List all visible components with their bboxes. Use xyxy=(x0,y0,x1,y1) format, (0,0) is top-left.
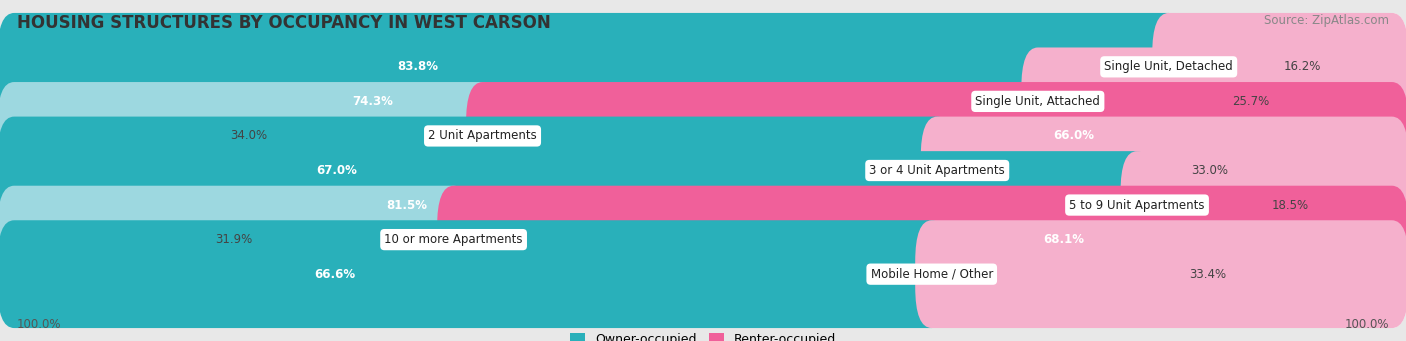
FancyBboxPatch shape xyxy=(0,47,1054,155)
Text: 18.5%: 18.5% xyxy=(1271,198,1309,211)
Text: 83.8%: 83.8% xyxy=(398,60,439,73)
FancyBboxPatch shape xyxy=(921,117,1406,224)
Text: 67.0%: 67.0% xyxy=(316,164,357,177)
Text: 3 or 4 Unit Apartments: 3 or 4 Unit Apartments xyxy=(869,164,1005,177)
Text: 81.5%: 81.5% xyxy=(387,198,427,211)
FancyBboxPatch shape xyxy=(0,151,1406,259)
Text: 5 to 9 Unit Apartments: 5 to 9 Unit Apartments xyxy=(1070,198,1205,211)
Text: 10 or more Apartments: 10 or more Apartments xyxy=(384,233,523,246)
FancyBboxPatch shape xyxy=(1152,13,1406,121)
Text: 16.2%: 16.2% xyxy=(1284,60,1322,73)
FancyBboxPatch shape xyxy=(1021,47,1406,155)
Text: 31.9%: 31.9% xyxy=(215,233,253,246)
Text: 74.3%: 74.3% xyxy=(352,95,392,108)
FancyBboxPatch shape xyxy=(0,220,1406,328)
FancyBboxPatch shape xyxy=(0,186,1406,294)
Text: 33.4%: 33.4% xyxy=(1189,268,1226,281)
FancyBboxPatch shape xyxy=(0,82,1406,190)
FancyBboxPatch shape xyxy=(465,82,1406,190)
Text: Single Unit, Detached: Single Unit, Detached xyxy=(1104,60,1233,73)
FancyBboxPatch shape xyxy=(0,13,1406,121)
Text: 100.0%: 100.0% xyxy=(1344,318,1389,331)
Text: Source: ZipAtlas.com: Source: ZipAtlas.com xyxy=(1264,14,1389,27)
FancyBboxPatch shape xyxy=(437,186,1406,294)
FancyBboxPatch shape xyxy=(0,13,1185,121)
Text: 66.6%: 66.6% xyxy=(315,268,356,281)
FancyBboxPatch shape xyxy=(0,117,953,224)
FancyBboxPatch shape xyxy=(0,220,948,328)
Text: HOUSING STRUCTURES BY OCCUPANCY IN WEST CARSON: HOUSING STRUCTURES BY OCCUPANCY IN WEST … xyxy=(17,14,551,32)
Text: 68.1%: 68.1% xyxy=(1043,233,1084,246)
FancyBboxPatch shape xyxy=(1121,151,1406,259)
FancyBboxPatch shape xyxy=(0,186,470,294)
Text: Mobile Home / Other: Mobile Home / Other xyxy=(870,268,993,281)
FancyBboxPatch shape xyxy=(915,220,1406,328)
Text: 34.0%: 34.0% xyxy=(229,130,267,143)
Text: 100.0%: 100.0% xyxy=(17,318,62,331)
FancyBboxPatch shape xyxy=(0,151,1153,259)
Legend: Owner-occupied, Renter-occupied: Owner-occupied, Renter-occupied xyxy=(565,328,841,341)
Text: 66.0%: 66.0% xyxy=(1053,130,1094,143)
FancyBboxPatch shape xyxy=(0,47,1406,155)
Text: 2 Unit Apartments: 2 Unit Apartments xyxy=(429,130,537,143)
Text: 33.0%: 33.0% xyxy=(1191,164,1229,177)
FancyBboxPatch shape xyxy=(0,117,1406,224)
FancyBboxPatch shape xyxy=(0,82,499,190)
Text: Single Unit, Attached: Single Unit, Attached xyxy=(976,95,1101,108)
Text: 25.7%: 25.7% xyxy=(1232,95,1270,108)
